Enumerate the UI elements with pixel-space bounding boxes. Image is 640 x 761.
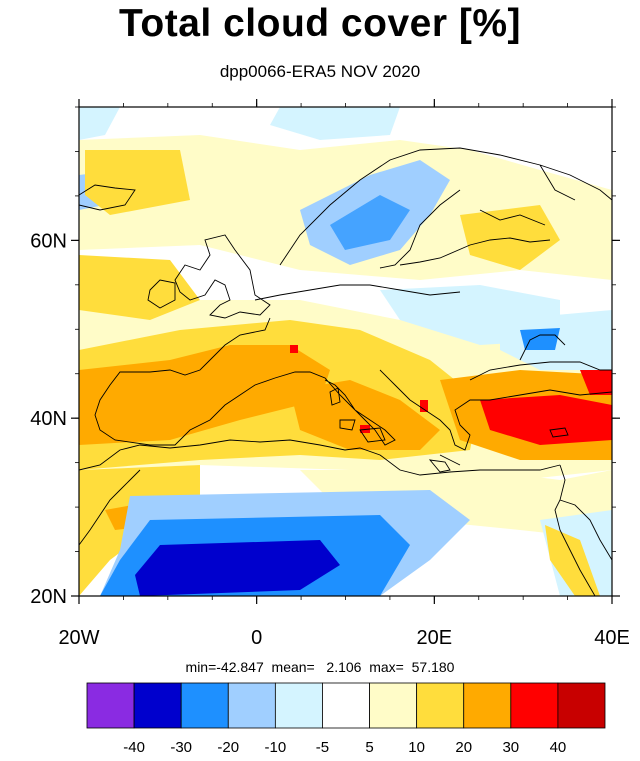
field-italy-orange bbox=[290, 380, 440, 450]
colorbar-swatch bbox=[463, 682, 512, 729]
coast-scandinavia bbox=[279, 147, 612, 269]
field-scandinavia-deep bbox=[330, 195, 410, 250]
colorbar-swatch bbox=[322, 682, 370, 729]
colorbar-swatch bbox=[510, 682, 559, 729]
colorbar-label: -30 bbox=[170, 739, 192, 756]
field-sahara-darkblue bbox=[135, 540, 340, 596]
x-tick-label: 0 bbox=[251, 627, 262, 649]
field-caucasus-red bbox=[580, 365, 612, 395]
coast-red-sea bbox=[554, 464, 612, 596]
colorbar-label: -5 bbox=[316, 739, 329, 756]
coast-balkans-turkey bbox=[379, 334, 612, 451]
colorbar-swatch bbox=[369, 682, 418, 729]
axis-ticks bbox=[71, 99, 620, 604]
map-title: Total cloud cover [%] bbox=[119, 2, 521, 45]
colorbar-label: 5 bbox=[365, 739, 373, 756]
colorbar-label: 10 bbox=[408, 739, 425, 756]
map-subtitle: dpp0066-ERA5 NOV 2020 bbox=[219, 62, 421, 81]
field-ukraine-blue bbox=[520, 328, 560, 350]
colorbar-swatch bbox=[86, 682, 135, 729]
field-sicily-red bbox=[360, 425, 370, 433]
colorbar-label: -20 bbox=[217, 739, 239, 756]
colorbar-swatch bbox=[274, 682, 323, 729]
stat-mean-label: mean= bbox=[271, 659, 315, 675]
colorbar-swatch bbox=[133, 682, 182, 729]
field-greece-red bbox=[420, 400, 428, 412]
coastlines bbox=[79, 147, 612, 596]
stat-min-value: -42.847 bbox=[216, 659, 264, 675]
field-redsea-yellow bbox=[545, 525, 600, 596]
stat-mean-value: 2.106 bbox=[326, 659, 362, 675]
coast-iberia bbox=[94, 284, 461, 446]
x-tick-label: 20W bbox=[58, 627, 99, 649]
field-biscay-yellow bbox=[79, 255, 200, 320]
colorbar-swatch bbox=[416, 682, 465, 729]
colorbar: -40 -30 -20 -10 -5 5 10 20 30 40 bbox=[86, 682, 606, 756]
field-sahara-light bbox=[300, 470, 612, 540]
field-nw-lightblue bbox=[79, 107, 120, 140]
y-tick-label: 40N bbox=[30, 408, 67, 430]
field-atlantic-yellow bbox=[85, 150, 190, 215]
coast-british-isles bbox=[174, 234, 271, 319]
y-tick-label: 60N bbox=[30, 230, 67, 252]
colorbar-label: 40 bbox=[550, 739, 567, 756]
cloud-cover-field bbox=[79, 107, 612, 596]
colorbar-label: -40 bbox=[123, 739, 145, 756]
x-tick-label: 40E bbox=[594, 627, 630, 649]
colorbar-label: 30 bbox=[502, 739, 519, 756]
coast-italy bbox=[274, 371, 396, 446]
field-alps-red bbox=[290, 345, 298, 353]
coast-islands bbox=[428, 427, 569, 473]
stat-max-value: 57.180 bbox=[411, 659, 455, 675]
axis-tick-labels: 20W 0 20E 40E 20N 40N 60N bbox=[30, 230, 630, 649]
field-iberia-orange bbox=[79, 345, 330, 445]
coast-ireland bbox=[147, 279, 176, 309]
colorbar-label: -10 bbox=[265, 739, 287, 756]
stat-min-label: min= bbox=[185, 659, 217, 675]
colorbar-swatch bbox=[557, 682, 606, 729]
field-turkey-red bbox=[480, 395, 612, 445]
colorbar-label: 20 bbox=[455, 739, 472, 756]
colorbar-swatch bbox=[180, 682, 229, 729]
stat-max-label: max= bbox=[369, 659, 404, 675]
field-north-white bbox=[79, 107, 612, 190]
y-tick-label: 20N bbox=[30, 586, 67, 608]
coast-iceland bbox=[79, 184, 136, 211]
coast-west-africa bbox=[79, 469, 141, 546]
field-north-lightblue bbox=[270, 107, 400, 140]
colorbar-swatch bbox=[227, 682, 276, 729]
coast-north-africa bbox=[79, 439, 561, 476]
stats-line: min=-42.847 mean= 2.106 max= 57.180 bbox=[0, 659, 640, 675]
x-tick-label: 20E bbox=[417, 627, 453, 649]
